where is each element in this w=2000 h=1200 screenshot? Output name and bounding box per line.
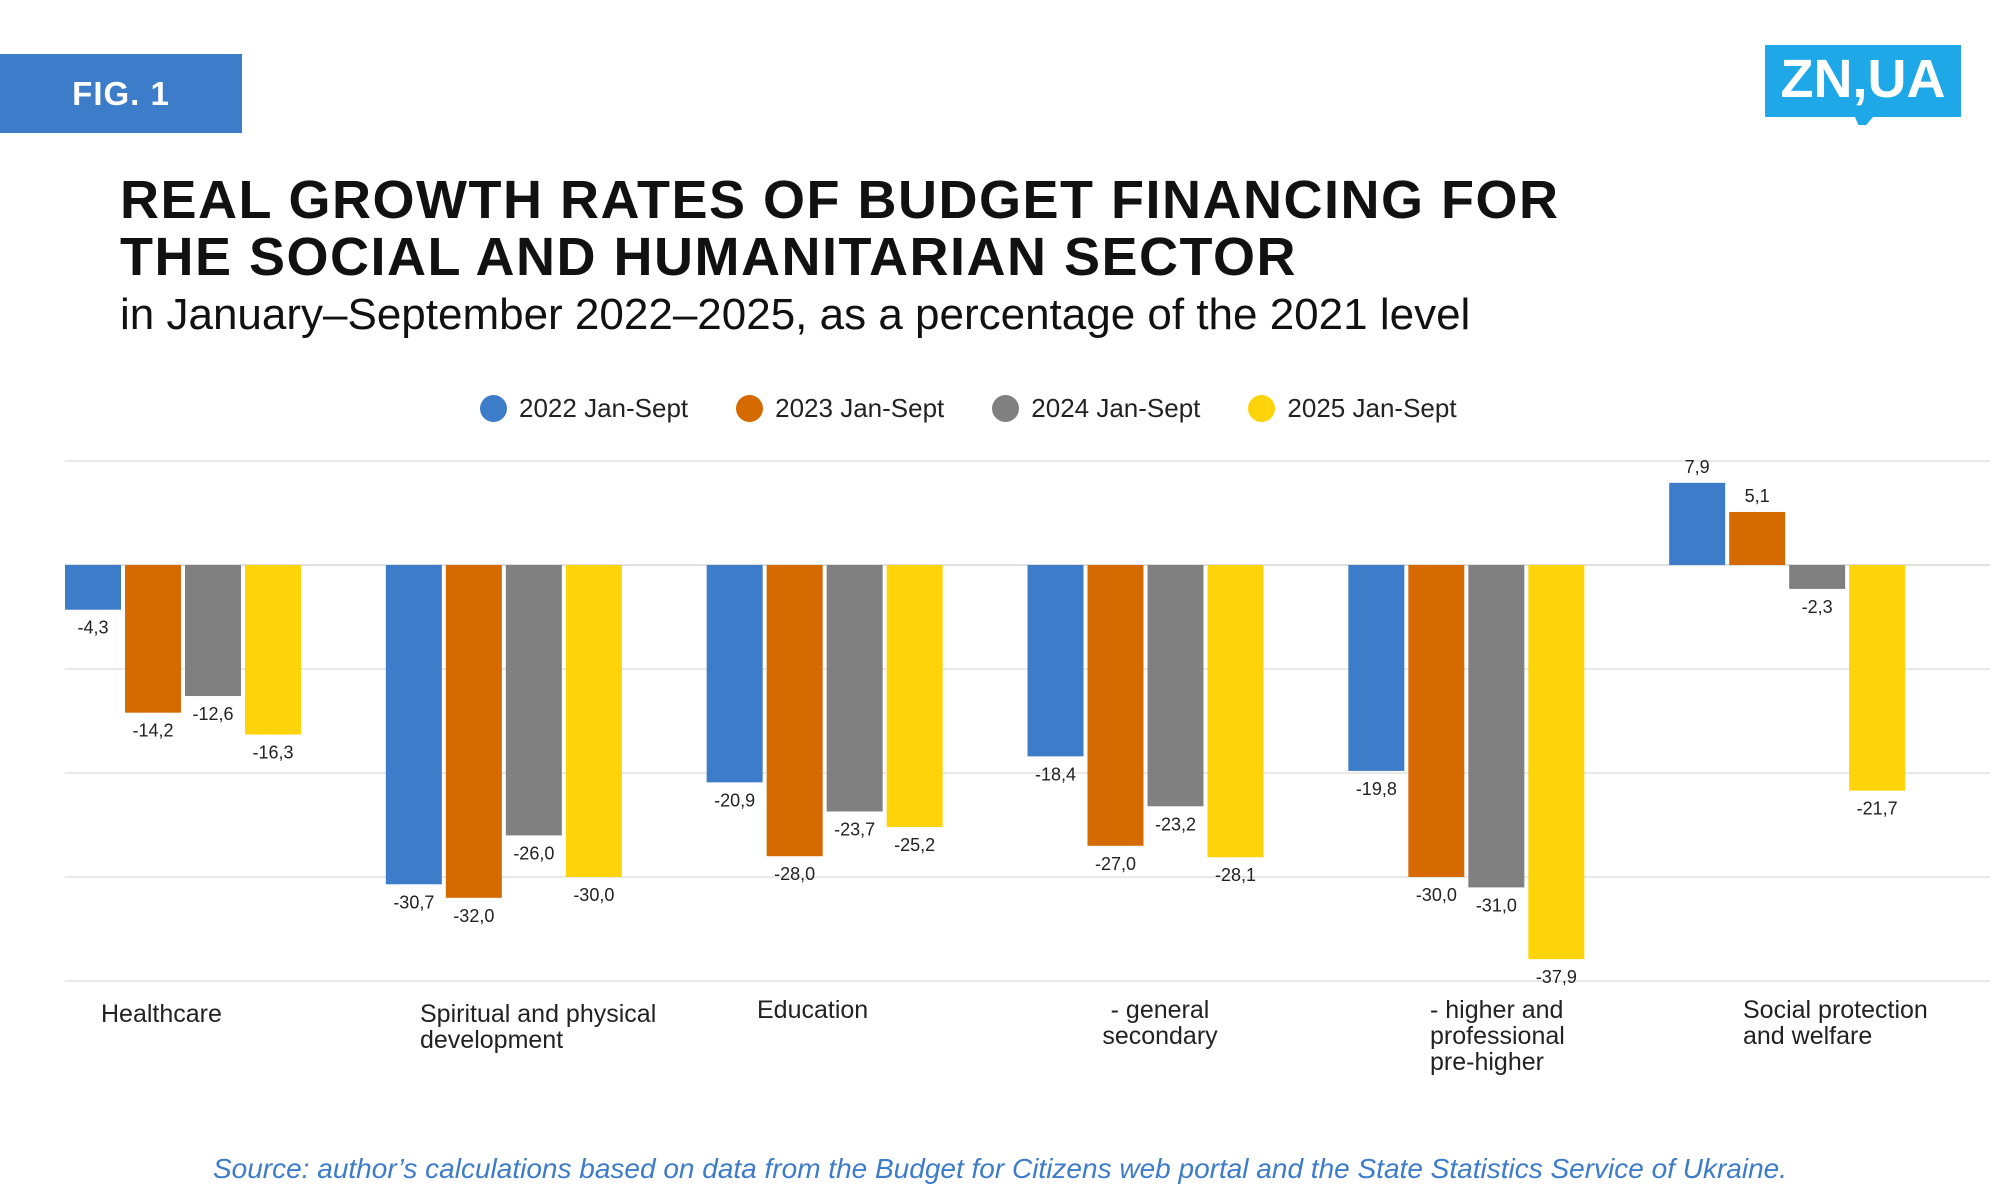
data-label: -2,3 (1802, 597, 1833, 617)
bar (826, 565, 883, 812)
data-label: -37,9 (1536, 967, 1577, 987)
zn-ua-logo-graphic: ZN,UA (1765, 45, 1961, 125)
data-label: -23,7 (834, 819, 875, 839)
data-label: -20,9 (714, 790, 755, 810)
figure-label: FIG. 1 (72, 74, 170, 112)
category-label: - higher and (1430, 996, 1563, 1024)
bar (65, 565, 121, 610)
bar (565, 565, 622, 877)
bar (1408, 565, 1465, 877)
bar (185, 565, 241, 697)
legend-label: 2024 Jan-Sept (1031, 392, 1201, 423)
chart-legend: 2022 Jan-Sept 2023 Jan-Sept 2024 Jan-Sept 2… (480, 388, 1457, 428)
legend-item: 2024 Jan-Sept (992, 393, 1200, 424)
data-label: -14,2 (132, 721, 173, 741)
data-label: -26,0 (513, 843, 554, 863)
bar (1669, 482, 1726, 565)
bar (1348, 565, 1405, 771)
legend-item: 2025 Jan-Sept (1248, 392, 1457, 424)
logo-speech-bubble (1765, 45, 1961, 125)
category-label: development (420, 1026, 563, 1054)
category-label: professional (1430, 1022, 1565, 1050)
bar (1528, 565, 1585, 960)
chart-title-line-1: REAL GROWTH RATES OF BUDGET FINANCING FO… (120, 170, 1560, 230)
legend-item: 2022 Jan-Sept (480, 393, 688, 424)
logo-text: ZN,UA (1781, 49, 1946, 109)
chart-title-line-2: THE SOCIAL AND HUMANITARIAN SECTOR (120, 227, 1298, 287)
bar (445, 565, 502, 898)
data-label: -25,2 (894, 835, 935, 855)
category-label: Social protection (1743, 996, 1928, 1024)
figure-badge: FIG. 1 (0, 54, 242, 133)
bar (1468, 565, 1525, 888)
legend-swatch (736, 394, 764, 422)
data-label: 7,9 (1685, 457, 1710, 477)
category-label: secondary (1102, 1022, 1218, 1050)
data-label: -30,0 (1416, 885, 1457, 905)
data-label: -30,7 (393, 892, 434, 912)
data-label: -23,2 (1155, 814, 1196, 834)
data-label: -18,4 (1035, 764, 1076, 784)
chart-title: REAL GROWTH RATES OF BUDGET FINANCING FO… (120, 172, 1820, 286)
data-label: -30,0 (573, 885, 614, 905)
data-label: -12,6 (192, 704, 233, 724)
data-label: -28,0 (774, 864, 815, 884)
data-label: -19,8 (1356, 779, 1397, 799)
bar (125, 565, 181, 713)
bar (766, 565, 823, 857)
zn-ua-logo: ZN,UA (1765, 45, 1961, 125)
category-label: Healthcare (101, 1000, 222, 1028)
data-label: -28,1 (1215, 865, 1256, 885)
data-label: -21,7 (1857, 799, 1898, 819)
bar (1789, 565, 1846, 589)
bar (706, 565, 763, 783)
data-label: -31,0 (1476, 895, 1517, 915)
source-note: Source: author’s calculations based on d… (212, 1153, 1788, 1184)
legend-swatch (992, 394, 1020, 422)
bar (245, 565, 301, 735)
legend-swatch (1248, 394, 1276, 422)
chart-subtitle: in January–September 2022–2025, as a per… (120, 290, 1471, 339)
bar (505, 565, 562, 836)
bar (1849, 565, 1906, 791)
legend-item: 2023 Jan-Sept (736, 393, 944, 424)
bar (1147, 565, 1204, 807)
bar (886, 565, 943, 828)
legend-swatch (480, 394, 507, 422)
category-label: Spiritual and physical (420, 1000, 656, 1028)
legend-label: 2022 Jan-Sept (519, 392, 689, 423)
category-label: Education (757, 996, 868, 1024)
category-label: and welfare (1743, 1022, 1872, 1050)
data-label: -27,0 (1095, 854, 1136, 874)
data-label: -16,3 (252, 743, 293, 763)
data-label: -4,3 (77, 618, 108, 638)
data-label: 5,1 (1745, 486, 1770, 506)
bar (1087, 565, 1144, 846)
category-label: - general (1111, 996, 1210, 1024)
bar (385, 565, 442, 885)
bar-chart: -4,3 -30,7 -20,9 -18,4 -19,8 7,9 -14,2 -32,0 -28… (65, 457, 1990, 1076)
bar (1207, 565, 1264, 858)
legend-label: 2025 Jan-Sept (1287, 392, 1457, 423)
data-label: -32,0 (453, 906, 494, 926)
legend-label: 2023 Jan-Sept (775, 392, 945, 423)
category-label: pre-higher (1430, 1048, 1544, 1076)
bar (1729, 511, 1786, 565)
bar (1027, 565, 1084, 757)
